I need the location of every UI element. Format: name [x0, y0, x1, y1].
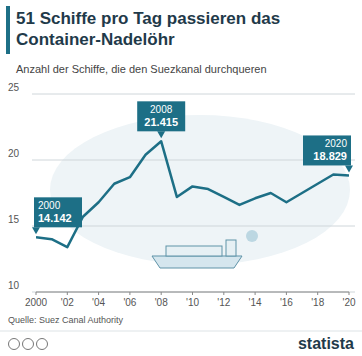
- ship-containers: [166, 246, 222, 256]
- annotation-value: 18.829: [313, 150, 347, 162]
- chart-svg: 51 Schiffe pro Tag passieren das Containe…: [0, 0, 362, 356]
- source: Quelle: Suez Canal Authority: [8, 315, 124, 325]
- x-tick: [255, 292, 256, 295]
- annotation-year: 2000: [38, 200, 61, 211]
- annotation-value: 14.142: [38, 212, 72, 224]
- title-line: 51 Schiffe pro Tag passieren das: [16, 9, 280, 28]
- subtitle: Anzahl der Schiffe, die den Suezkanal du…: [16, 63, 267, 75]
- annotation-pointer: [157, 131, 165, 138]
- y-tick-label: 20: [8, 148, 20, 159]
- ship-hull: [152, 256, 242, 268]
- x-tick: [129, 292, 130, 295]
- y-tick-label: 10: [8, 280, 20, 291]
- x-tick-label: '06: [123, 297, 136, 308]
- x-tick: [36, 292, 37, 295]
- grid-line: [32, 94, 355, 95]
- grid-line: [32, 292, 355, 293]
- x-tick: [98, 292, 99, 295]
- x-tick-label: '20: [342, 297, 355, 308]
- ship-bridge: [226, 240, 236, 256]
- x-tick: [67, 292, 68, 295]
- annotation-year: 2020: [325, 138, 348, 149]
- x-tick: [317, 292, 318, 295]
- x-tick-label: '04: [92, 297, 105, 308]
- license-icon: [9, 339, 20, 350]
- annotation: 202018.829: [303, 135, 353, 172]
- x-tick: [349, 292, 350, 295]
- license-icon: [23, 339, 34, 350]
- series-line: [36, 141, 349, 247]
- x-tick-label: '02: [61, 297, 74, 308]
- ship-icon: [152, 240, 242, 268]
- x-tick-label: '18: [311, 297, 324, 308]
- annotation: 200821.415: [137, 101, 185, 138]
- title-line: Container-Nadelöhr: [16, 30, 175, 49]
- annotation: 200014.142: [32, 197, 82, 234]
- x-tick-label: '14: [249, 297, 262, 308]
- annotation-value: 21.415: [144, 116, 178, 128]
- license-icon: [37, 339, 48, 350]
- annotation-box: [137, 101, 185, 131]
- annotation-box: [34, 197, 82, 227]
- x-tick-label: '16: [280, 297, 293, 308]
- x-tick-label: '10: [186, 297, 199, 308]
- annotation-year: 2008: [150, 104, 173, 115]
- y-tick-label: 15: [8, 214, 20, 225]
- plot-area: [36, 141, 349, 247]
- x-tick-label: '12: [217, 297, 230, 308]
- brand: statista: [298, 335, 354, 352]
- footer-rule: [0, 331, 362, 332]
- x-tick: [286, 292, 287, 295]
- x-tick: [223, 292, 224, 295]
- location-dot: [246, 230, 258, 242]
- y-tick-label: 25: [8, 82, 20, 93]
- x-tick: [161, 292, 162, 295]
- annotation-pointer: [32, 227, 40, 234]
- title-bar: [6, 6, 10, 54]
- chart-root: 51 Schiffe pro Tag passieren das Containe…: [0, 0, 362, 356]
- x-tick-label: 2000: [25, 297, 48, 308]
- x-tick-label: '08: [155, 297, 168, 308]
- annotation-pointer: [345, 165, 353, 172]
- x-tick: [192, 292, 193, 295]
- annotation-box: [303, 135, 351, 165]
- title: 51 Schiffe pro Tag passieren das Containe…: [16, 9, 280, 49]
